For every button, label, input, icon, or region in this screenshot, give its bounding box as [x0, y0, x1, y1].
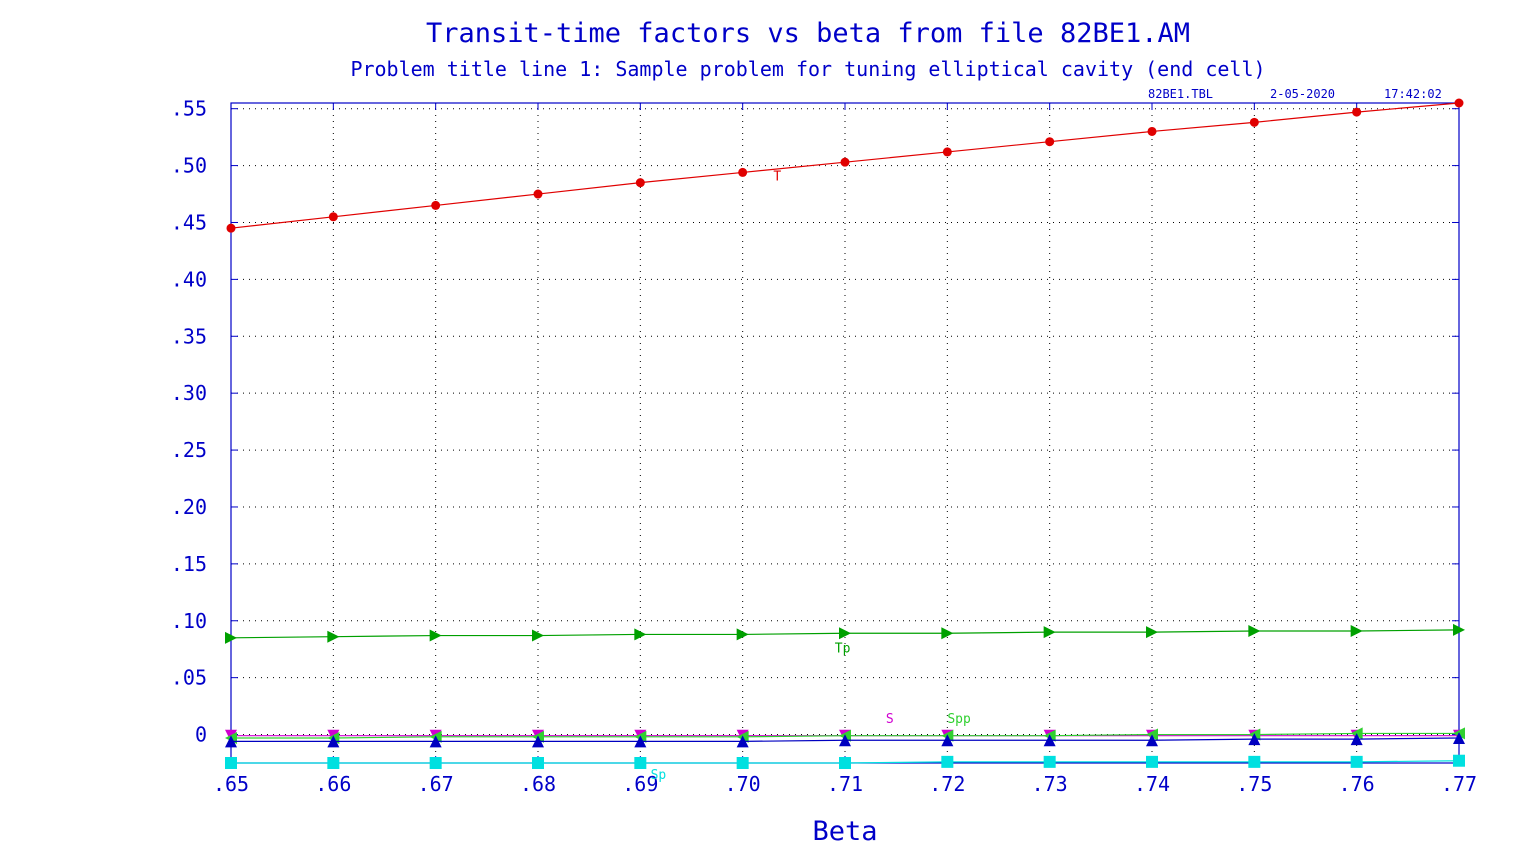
chart-subtitle: Problem title line 1: Sample problem for…	[350, 57, 1265, 81]
data-point	[1248, 755, 1261, 768]
data-point	[1043, 734, 1056, 747]
data-point	[1043, 755, 1056, 768]
series-label: Tp	[835, 642, 851, 657]
x-axis-label: Beta	[812, 816, 877, 847]
data-point	[532, 735, 544, 748]
data-point	[736, 757, 749, 769]
data-point	[533, 189, 543, 199]
data-point	[225, 757, 237, 769]
data-point	[1350, 755, 1363, 768]
x-tick-label: .77	[1441, 772, 1477, 796]
data-point	[635, 178, 645, 188]
time-stamp: 17:42:02	[1384, 87, 1442, 101]
data-point	[1453, 623, 1465, 636]
x-tick-label: .66	[315, 772, 351, 796]
data-point	[634, 628, 647, 641]
data-point	[1350, 625, 1363, 637]
data-point	[328, 212, 338, 222]
data-point	[327, 735, 340, 748]
series-layer: T Tp S Spp Sp	[225, 98, 1465, 783]
x-tick-label: .71	[827, 772, 863, 796]
data-point	[429, 757, 442, 769]
data-point	[840, 157, 850, 167]
data-point	[634, 735, 647, 748]
data-point	[736, 628, 749, 641]
file-stamp: 82BE1.TBL	[1148, 87, 1213, 101]
series-unnamed-4	[225, 731, 1465, 748]
data-point	[1352, 107, 1362, 117]
data-point	[226, 223, 236, 233]
data-point	[1248, 625, 1261, 637]
data-point	[1146, 755, 1158, 768]
x-tick-label: .70	[725, 772, 761, 796]
y-tick-label: .35	[171, 324, 207, 348]
axes: .65 .66 .67 .68 .69 .70 .71 .72 .73 .74 .75 .76 .77 0…	[171, 97, 1477, 796]
y-tick-label: 0	[195, 723, 207, 747]
data-point	[839, 757, 851, 769]
data-point	[1045, 137, 1055, 147]
data-point	[1043, 626, 1056, 639]
x-tick-label: .65	[213, 772, 249, 796]
y-tick-label: .05	[171, 666, 207, 690]
data-point	[839, 734, 851, 747]
y-tick-label: .10	[171, 609, 207, 633]
data-point	[942, 147, 952, 157]
y-tick-label: .55	[171, 97, 207, 121]
data-point	[429, 629, 442, 642]
data-point	[1146, 734, 1158, 747]
data-point	[839, 627, 851, 640]
data-point	[225, 735, 237, 748]
data-point	[1453, 731, 1465, 744]
series-label: T	[773, 169, 781, 184]
data-point	[736, 735, 749, 748]
y-tick-label: .30	[171, 381, 207, 405]
data-point	[1147, 126, 1157, 136]
data-point	[1249, 117, 1259, 127]
data-point	[634, 757, 647, 769]
y-tick-label: .15	[171, 552, 207, 576]
series-label: Sp	[651, 768, 667, 783]
x-tick-label: .72	[929, 772, 965, 796]
data-point	[429, 735, 442, 748]
grid	[231, 103, 1459, 763]
series-label: Spp	[947, 712, 971, 727]
data-point	[738, 167, 748, 177]
data-point	[1453, 754, 1465, 767]
data-point	[1454, 98, 1464, 108]
data-point	[532, 757, 544, 769]
y-tick-label: .20	[171, 495, 207, 519]
data-point	[1350, 733, 1363, 746]
data-point	[1146, 626, 1158, 639]
data-point	[941, 734, 954, 747]
data-point	[327, 630, 340, 643]
y-tick-label: .50	[171, 154, 207, 178]
x-tick-label: .73	[1032, 772, 1068, 796]
series-t: T	[226, 98, 1464, 233]
data-point	[431, 200, 441, 210]
y-tick-label: .25	[171, 438, 207, 462]
x-tick-label: .75	[1236, 772, 1272, 796]
y-tick-label: .45	[171, 210, 207, 234]
x-tick-label: .69	[622, 772, 658, 796]
data-point	[941, 627, 954, 640]
x-tick-label: .74	[1134, 772, 1170, 796]
data-point	[941, 755, 954, 768]
x-tick-label: .67	[418, 772, 454, 796]
x-tick-label: .68	[520, 772, 556, 796]
date-stamp: 2-05-2020	[1270, 87, 1335, 101]
series-sp: Sp	[225, 754, 1465, 783]
series-tp: Tp	[225, 623, 1465, 657]
series-label: S	[886, 712, 894, 727]
data-point	[532, 629, 544, 642]
y-tick-label: .40	[171, 267, 207, 291]
data-point	[225, 631, 237, 644]
chart-title: Transit-time factors vs beta from file 8…	[426, 18, 1190, 49]
data-point	[327, 757, 340, 769]
x-tick-label: .76	[1339, 772, 1375, 796]
data-point	[1248, 733, 1261, 746]
